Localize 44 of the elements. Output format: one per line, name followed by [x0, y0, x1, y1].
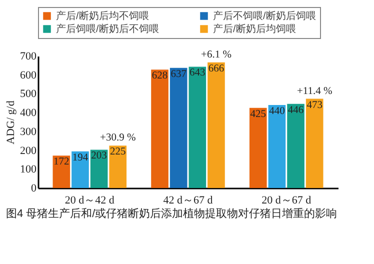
data-label: 666 — [208, 63, 224, 74]
data-label: 203 — [91, 150, 107, 162]
x-tick-label: 20 d～67 d — [262, 194, 312, 206]
legend-label: 产后不饲喂/断奶后饲喂 — [213, 10, 316, 22]
data-label: 194 — [72, 152, 89, 164]
y-tick-label: 100 — [20, 164, 37, 176]
annotation: +11.4 % — [296, 86, 332, 97]
bar — [90, 150, 108, 188]
bar — [109, 146, 127, 188]
legend-label: 产后饲喂/断奶后不饲喂 — [56, 23, 159, 35]
bar — [306, 98, 324, 188]
bar — [188, 66, 206, 188]
y-tick-label: 0 — [31, 182, 37, 194]
bar — [249, 108, 267, 188]
bar — [208, 62, 225, 188]
bar — [287, 104, 304, 188]
data-label: 628 — [152, 70, 168, 82]
y-tick-label: 600 — [20, 69, 37, 82]
y-axis-title: ADG/ g/d — [5, 100, 17, 144]
y-tick-label: 300 — [20, 126, 37, 138]
data-label: 446 — [288, 104, 304, 116]
data-label: 425 — [250, 108, 266, 120]
bar — [151, 70, 168, 188]
legend-label: 产后/断奶后均饲喂 — [213, 23, 296, 35]
y-tick-label: 200 — [20, 144, 37, 157]
data-label: 440 — [269, 106, 285, 118]
x-tick-label: 42 d～67 d — [163, 194, 214, 206]
data-label: 225 — [110, 146, 126, 158]
annotation: +30.9 % — [100, 132, 136, 144]
data-label: 643 — [190, 68, 206, 79]
y-tick-label: 700 — [20, 50, 37, 62]
text: 图4 母猪生产后和/或仔猪断奶后添加植物提取物对仔猪日增重的影响 — [5, 207, 338, 221]
data-label: 172 — [54, 156, 70, 168]
legend-label: 产后/断奶后均不饲喂 — [56, 10, 149, 22]
x-tick-label: 20 d～42 d — [64, 194, 115, 206]
y-tick-label: 500 — [20, 88, 37, 100]
data-label: 473 — [306, 100, 322, 111]
bar — [170, 68, 188, 188]
y-tick-label: 400 — [20, 107, 37, 120]
annotation: +6.1 % — [201, 49, 232, 60]
bar — [268, 105, 286, 188]
data-label: 637 — [170, 68, 186, 80]
bar — [52, 156, 70, 188]
bar — [72, 151, 89, 188]
